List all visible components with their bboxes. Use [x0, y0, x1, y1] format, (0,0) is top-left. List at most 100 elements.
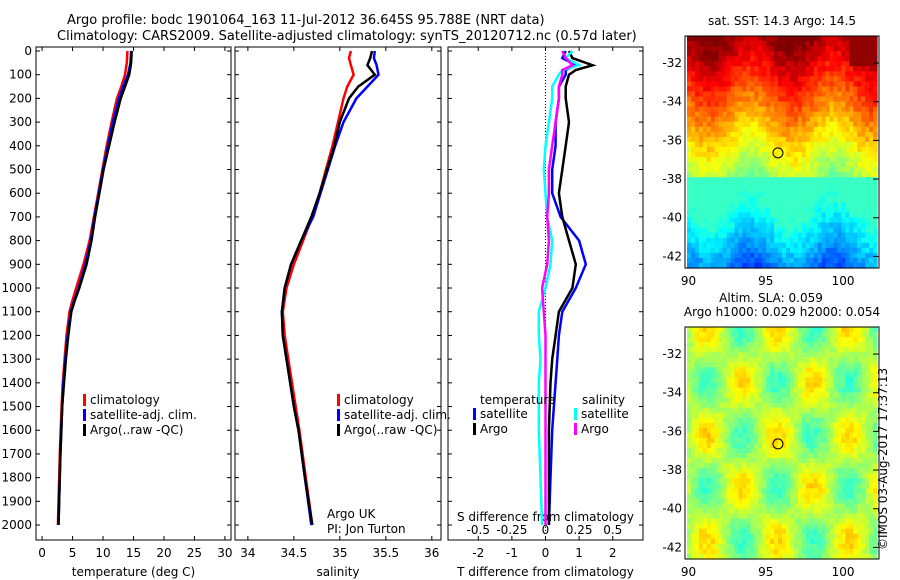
depth-tick-label: 1300 — [1, 352, 32, 366]
title-line-2: Climatology: CARS2009. Satellite-adjuste… — [57, 29, 637, 44]
legend-label: Argo(..raw -QC) — [90, 423, 183, 437]
legend-swatch — [574, 423, 577, 435]
temp-xtick-label: 5 — [69, 546, 77, 560]
argo-float-marker — [772, 438, 784, 450]
sla-map-box — [684, 326, 880, 560]
legend-swatch — [83, 409, 86, 421]
legend-label: satellite-adj. clim. — [90, 408, 197, 422]
sal-xtick-label: 34 — [240, 546, 255, 560]
diff-xtick-label: -1 — [506, 546, 518, 560]
legend-swatch — [337, 394, 340, 406]
legend-swatch — [83, 424, 86, 436]
title-line-1: Argo profile: bodc 1901064_163 11-Jul-20… — [67, 13, 545, 28]
depth-tick-label: 1100 — [1, 305, 32, 319]
credit-text: Argo UK — [327, 507, 376, 521]
temp-xtick-label: 20 — [156, 546, 171, 560]
sst-lat-label: -36 — [662, 133, 682, 147]
legend-swatch — [574, 408, 577, 420]
legend-swatch — [473, 423, 476, 435]
depth-tick-label: 2000 — [1, 518, 32, 532]
legend-swatch — [473, 408, 476, 420]
sst-lon-label: 95 — [758, 274, 773, 288]
diff-xlabel: T difference from climatology — [456, 565, 634, 579]
sla-subtitle: Argo h1000: 0.029 h2000: 0.054 — [684, 305, 880, 319]
sst-lat-label: -42 — [662, 249, 682, 263]
sst-lat-label: -32 — [662, 56, 682, 70]
legend-label: climatology — [344, 393, 414, 407]
legend-label: Argo(..raw -QC) — [344, 423, 437, 437]
legend-swatch — [83, 394, 86, 406]
depth-tick-label: 200 — [9, 91, 32, 105]
sst-map-box — [684, 35, 880, 269]
depth-tick-label: 1000 — [1, 281, 32, 295]
sal-xtick-label: 36 — [424, 546, 439, 560]
legend-temperature-heading: temperature — [480, 393, 555, 407]
sla-lat-label: -40 — [662, 502, 682, 516]
sst-lat-label: -38 — [662, 172, 682, 186]
sst-lon-label: 100 — [832, 274, 855, 288]
profile-line-argo-raw-qc- — [280, 50, 377, 526]
depth-tick-label: 400 — [9, 139, 32, 153]
depth-tick-label: 1200 — [1, 328, 32, 342]
sst-map-pixels — [687, 36, 878, 269]
temp-xlabel: temperature (deg C) — [72, 565, 195, 579]
sal-axes-box — [234, 46, 442, 541]
diff-xtick-label: 0 — [542, 546, 550, 560]
s-diff-tick-label: 0 — [542, 523, 550, 537]
temp-xtick-label: 15 — [126, 546, 141, 560]
sal-xtick-label: 35.5 — [372, 546, 399, 560]
sla-lat-label: -34 — [662, 386, 682, 400]
s-diff-tick-label: -0.25 — [496, 523, 527, 537]
depth-tick-label: 800 — [9, 234, 32, 248]
sal-xtick-label: 35 — [332, 546, 347, 560]
profile-line-s-satellite — [537, 50, 583, 526]
sla-lat-label: -42 — [662, 540, 682, 554]
sla-lon-label: 95 — [758, 565, 773, 579]
legend-swatch — [337, 424, 340, 436]
depth-tick-label: 1500 — [1, 400, 32, 414]
sst-lon-label: 90 — [681, 274, 696, 288]
depth-tick-label: 1700 — [1, 447, 32, 461]
legend-label: satellite — [581, 407, 629, 421]
s-diff-tick-label: -0.5 — [467, 523, 490, 537]
sla-lon-label: 100 — [832, 565, 855, 579]
legend-label: satellite — [480, 407, 528, 421]
diff-xtick-label: 2 — [609, 546, 617, 560]
sal-xlabel: salinity — [316, 565, 359, 579]
legend-label: climatology — [90, 393, 160, 407]
depth-tick-label: 900 — [9, 257, 32, 271]
legend-label: satellite-adj. clim. — [344, 408, 451, 422]
s-diff-tick-label: 0.25 — [566, 523, 593, 537]
temp-xtick-label: 0 — [38, 546, 46, 560]
sst-lat-label: -40 — [662, 211, 682, 225]
sla-lon-label: 90 — [681, 565, 696, 579]
depth-tick-label: 600 — [9, 186, 32, 200]
depth-tick-label: 500 — [9, 163, 32, 177]
legend-label: Argo — [480, 422, 508, 436]
profile-line-t-satellite — [547, 50, 588, 526]
depth-tick-label: 1600 — [1, 423, 32, 437]
sst-lat-label: -34 — [662, 95, 682, 109]
s-diff-tick-label: 0.5 — [603, 523, 622, 537]
profile-line-satellite-adj-clim- — [280, 50, 380, 526]
diff-xtick-label: -2 — [472, 546, 484, 560]
sla-lat-label: -36 — [662, 424, 682, 438]
diff-xtick-label: 1 — [575, 546, 583, 560]
legend-label: Argo — [581, 422, 609, 436]
profile-line-climatology — [56, 50, 129, 526]
profile-line-t-argo — [547, 50, 597, 525]
depth-tick-label: 0 — [24, 44, 32, 58]
pi-text: PI: Jon Turton — [327, 522, 406, 536]
depth-tick-label: 100 — [9, 68, 32, 82]
temp-xtick-label: 10 — [95, 546, 110, 560]
profile-line-s-argo — [540, 50, 575, 525]
legend-swatch — [337, 409, 340, 421]
profile-line-argo-raw-qc- — [57, 50, 133, 526]
sla-lat-label: -38 — [662, 463, 682, 477]
argo-float-marker — [772, 147, 784, 159]
sla-lat-label: -32 — [662, 347, 682, 361]
sla-map-pixels — [687, 327, 878, 560]
temp-xtick-label: 25 — [187, 546, 202, 560]
depth-tick-label: 1900 — [1, 494, 32, 508]
